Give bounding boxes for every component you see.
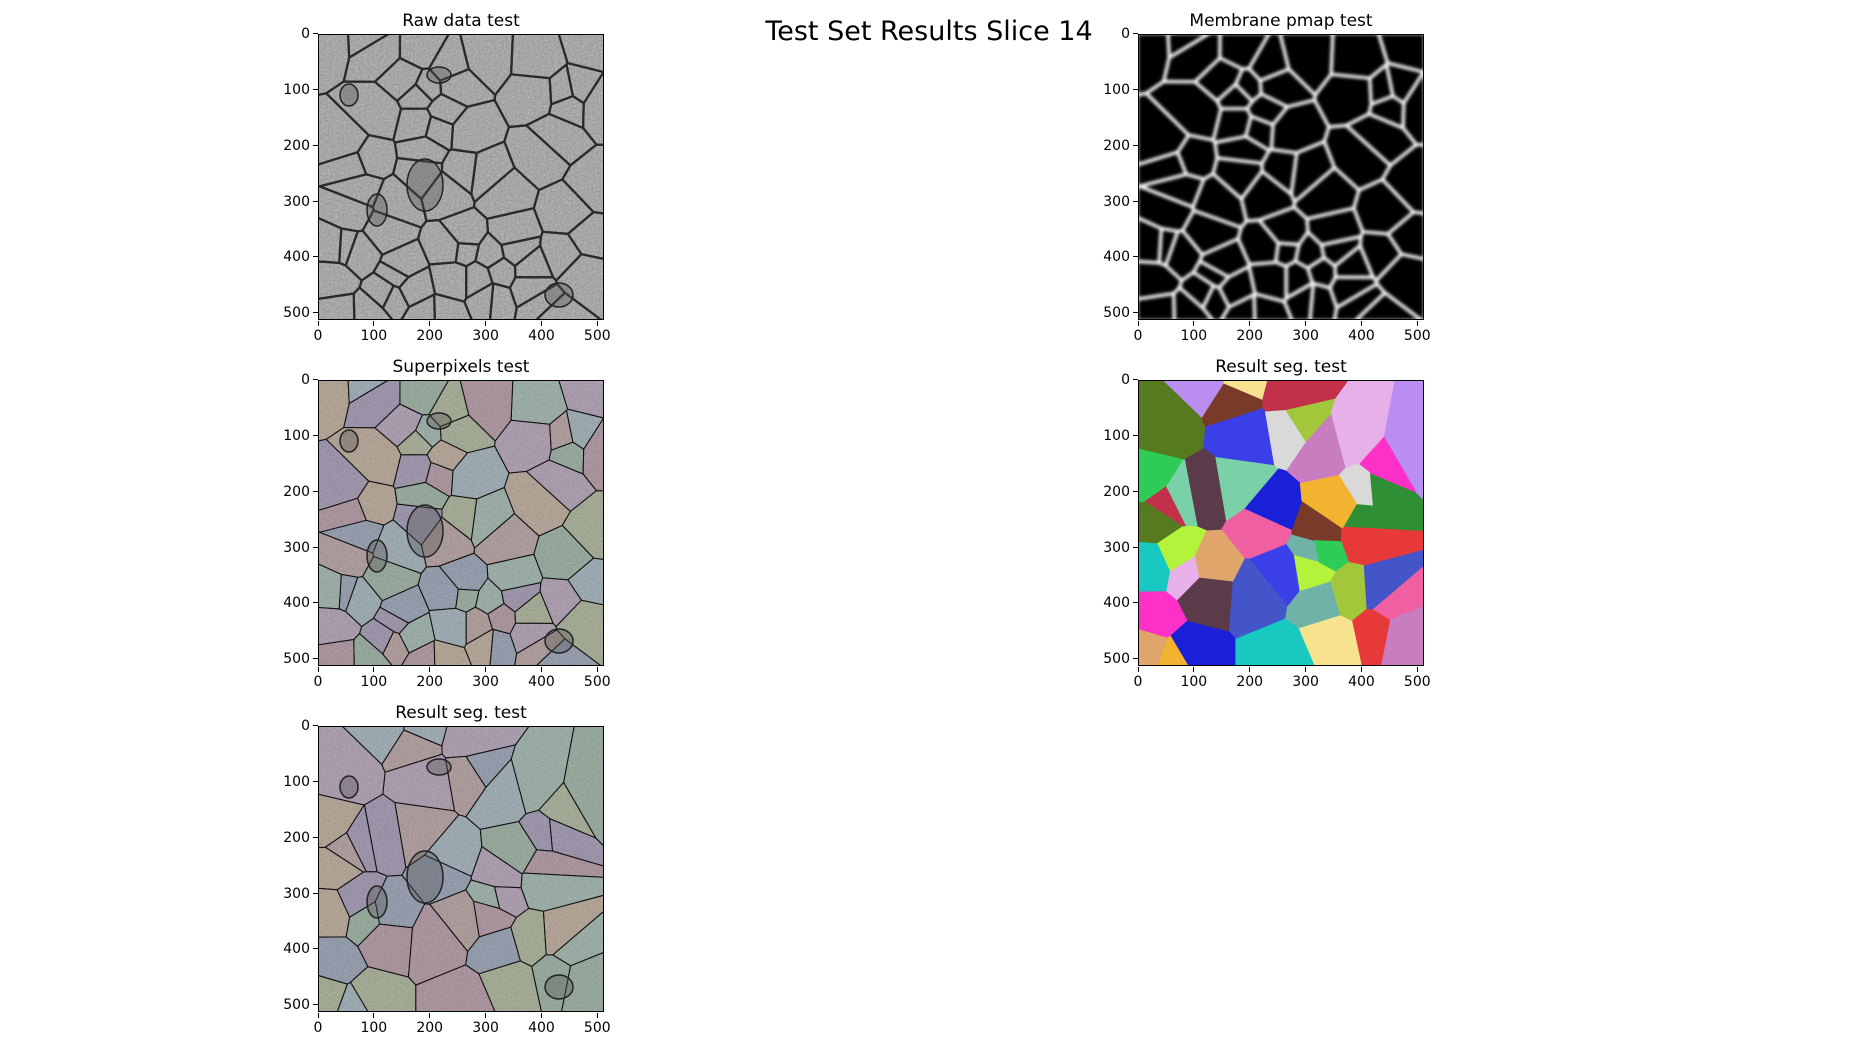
y-tick-label: 300 [1078, 194, 1138, 210]
y-tick-label: 300 [1078, 540, 1138, 556]
y-tick-label: 0 [1078, 26, 1138, 42]
y-tick-label: 500 [258, 997, 318, 1013]
y-tick-label: 100 [258, 82, 318, 98]
x-tick-label: 400 [521, 667, 561, 690]
x-tick-label: 100 [1174, 321, 1214, 344]
image-superpixels [318, 380, 604, 666]
image-raw-data [318, 34, 604, 320]
y-tick-label: 400 [1078, 595, 1138, 611]
x-tick-label: 0 [1118, 667, 1158, 690]
x-tick-label: 300 [1286, 667, 1326, 690]
panel-title: Raw data test [402, 11, 520, 31]
y-tick-label: 0 [258, 718, 318, 734]
y-tick-label: 300 [258, 540, 318, 556]
x-tick-label: 200 [410, 1013, 450, 1036]
panel-title: Superpixels test [392, 357, 530, 377]
x-tick-label: 0 [298, 667, 338, 690]
y-tick-label: 200 [1078, 138, 1138, 154]
x-tick-label: 500 [577, 667, 617, 690]
panel-raw-data: Raw data test 0 100 200 300 400 500 0 100 200 300… [258, 10, 610, 370]
x-tick-label: 300 [1286, 321, 1326, 344]
x-tick-label: 0 [298, 1013, 338, 1036]
y-tick-label: 500 [1078, 305, 1138, 321]
panel-membrane-pmap: Membrane pmap test 0 100 200 300 400 500 0 100 2… [1078, 10, 1430, 370]
image-result-seg-colored [1138, 380, 1424, 666]
y-tick-label: 400 [258, 249, 318, 265]
x-tick-label: 400 [521, 1013, 561, 1036]
x-tick-label: 500 [577, 321, 617, 344]
x-tick-label: 100 [354, 321, 394, 344]
x-tick-label: 200 [410, 321, 450, 344]
panel-result-seg-overlay: Result seg. test 0 100 200 300 400 500 0 100 200… [258, 702, 610, 1062]
y-tick-label: 500 [1078, 651, 1138, 667]
x-tick-label: 500 [1397, 321, 1437, 344]
y-tick-label: 200 [258, 138, 318, 154]
y-tick-label: 400 [258, 941, 318, 957]
y-tick-label: 500 [258, 651, 318, 667]
y-tick-label: 0 [1078, 372, 1138, 388]
y-tick-label: 200 [258, 830, 318, 846]
y-tick-label: 400 [1078, 249, 1138, 265]
y-tick-label: 0 [258, 26, 318, 42]
x-tick-label: 400 [521, 321, 561, 344]
x-tick-label: 400 [1341, 321, 1381, 344]
x-tick-label: 200 [1230, 667, 1270, 690]
y-tick-label: 100 [1078, 428, 1138, 444]
y-tick-label: 100 [1078, 82, 1138, 98]
x-tick-label: 200 [1230, 321, 1270, 344]
x-tick-label: 300 [466, 321, 506, 344]
panel-superpixels: Superpixels test 0 100 200 300 400 500 0 100 200… [258, 356, 610, 716]
y-tick-label: 100 [258, 428, 318, 444]
x-tick-label: 500 [1397, 667, 1437, 690]
y-tick-label: 100 [258, 774, 318, 790]
image-membrane-pmap [1138, 34, 1424, 320]
x-tick-label: 100 [354, 1013, 394, 1036]
x-tick-label: 0 [1118, 321, 1158, 344]
y-tick-label: 0 [258, 372, 318, 388]
panel-title: Result seg. test [1215, 357, 1347, 377]
panel-title: Result seg. test [395, 703, 527, 723]
x-tick-label: 300 [466, 667, 506, 690]
x-tick-label: 400 [1341, 667, 1381, 690]
x-tick-label: 100 [1174, 667, 1214, 690]
image-result-seg-overlay [318, 726, 604, 1012]
y-tick-label: 200 [258, 484, 318, 500]
y-tick-label: 500 [258, 305, 318, 321]
x-tick-label: 0 [298, 321, 338, 344]
x-tick-label: 200 [410, 667, 450, 690]
panel-title: Membrane pmap test [1189, 11, 1373, 31]
y-tick-label: 300 [258, 194, 318, 210]
y-tick-label: 200 [1078, 484, 1138, 500]
x-tick-label: 500 [577, 1013, 617, 1036]
y-tick-label: 300 [258, 886, 318, 902]
x-tick-label: 300 [466, 1013, 506, 1036]
panel-result-seg-colored: Result seg. test 0 100 200 300 400 500 0 100 200… [1078, 356, 1430, 716]
x-tick-label: 100 [354, 667, 394, 690]
y-tick-label: 400 [258, 595, 318, 611]
